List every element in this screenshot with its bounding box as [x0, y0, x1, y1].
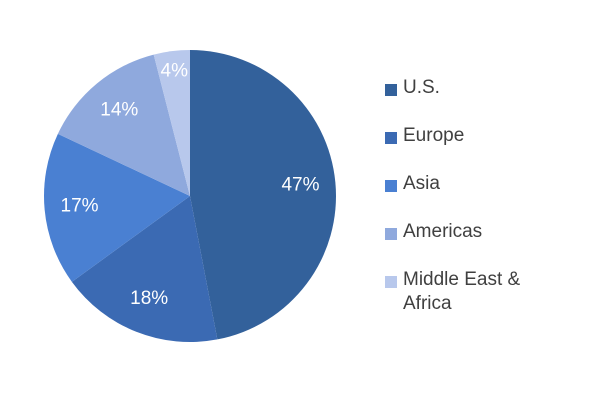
legend-label: Asia — [403, 173, 440, 194]
legend-label: Europe — [403, 125, 465, 146]
pie-slice — [71, 196, 218, 342]
legend-swatch — [385, 276, 397, 288]
legend-item: Americas — [385, 220, 555, 244]
legend-item: Asia — [385, 172, 555, 196]
legend-label: U.S. — [403, 77, 440, 98]
data-label: 4% — [161, 60, 189, 81]
legend-swatch — [385, 132, 397, 144]
legend-label: Americas — [403, 221, 483, 242]
legend-swatch — [385, 84, 397, 96]
legend-swatch — [385, 228, 397, 240]
legend-item: U.S. — [385, 76, 555, 100]
pie-slice — [44, 133, 191, 282]
legend-label: Middle East & Africa — [403, 269, 521, 314]
legend: U.S. Europe Asia Americas Middle East & Afri… — [385, 76, 555, 340]
pie-slice — [57, 54, 190, 197]
data-label: 14% — [100, 100, 138, 121]
legend-item: Middle East & Africa — [385, 268, 555, 316]
legend-swatch — [385, 180, 397, 192]
data-label: 17% — [61, 195, 99, 216]
pie-slice — [190, 50, 337, 340]
legend-item: Europe — [385, 124, 555, 148]
pie-slice — [153, 50, 190, 196]
data-label: 18% — [130, 288, 168, 309]
data-label: 47% — [281, 175, 319, 196]
